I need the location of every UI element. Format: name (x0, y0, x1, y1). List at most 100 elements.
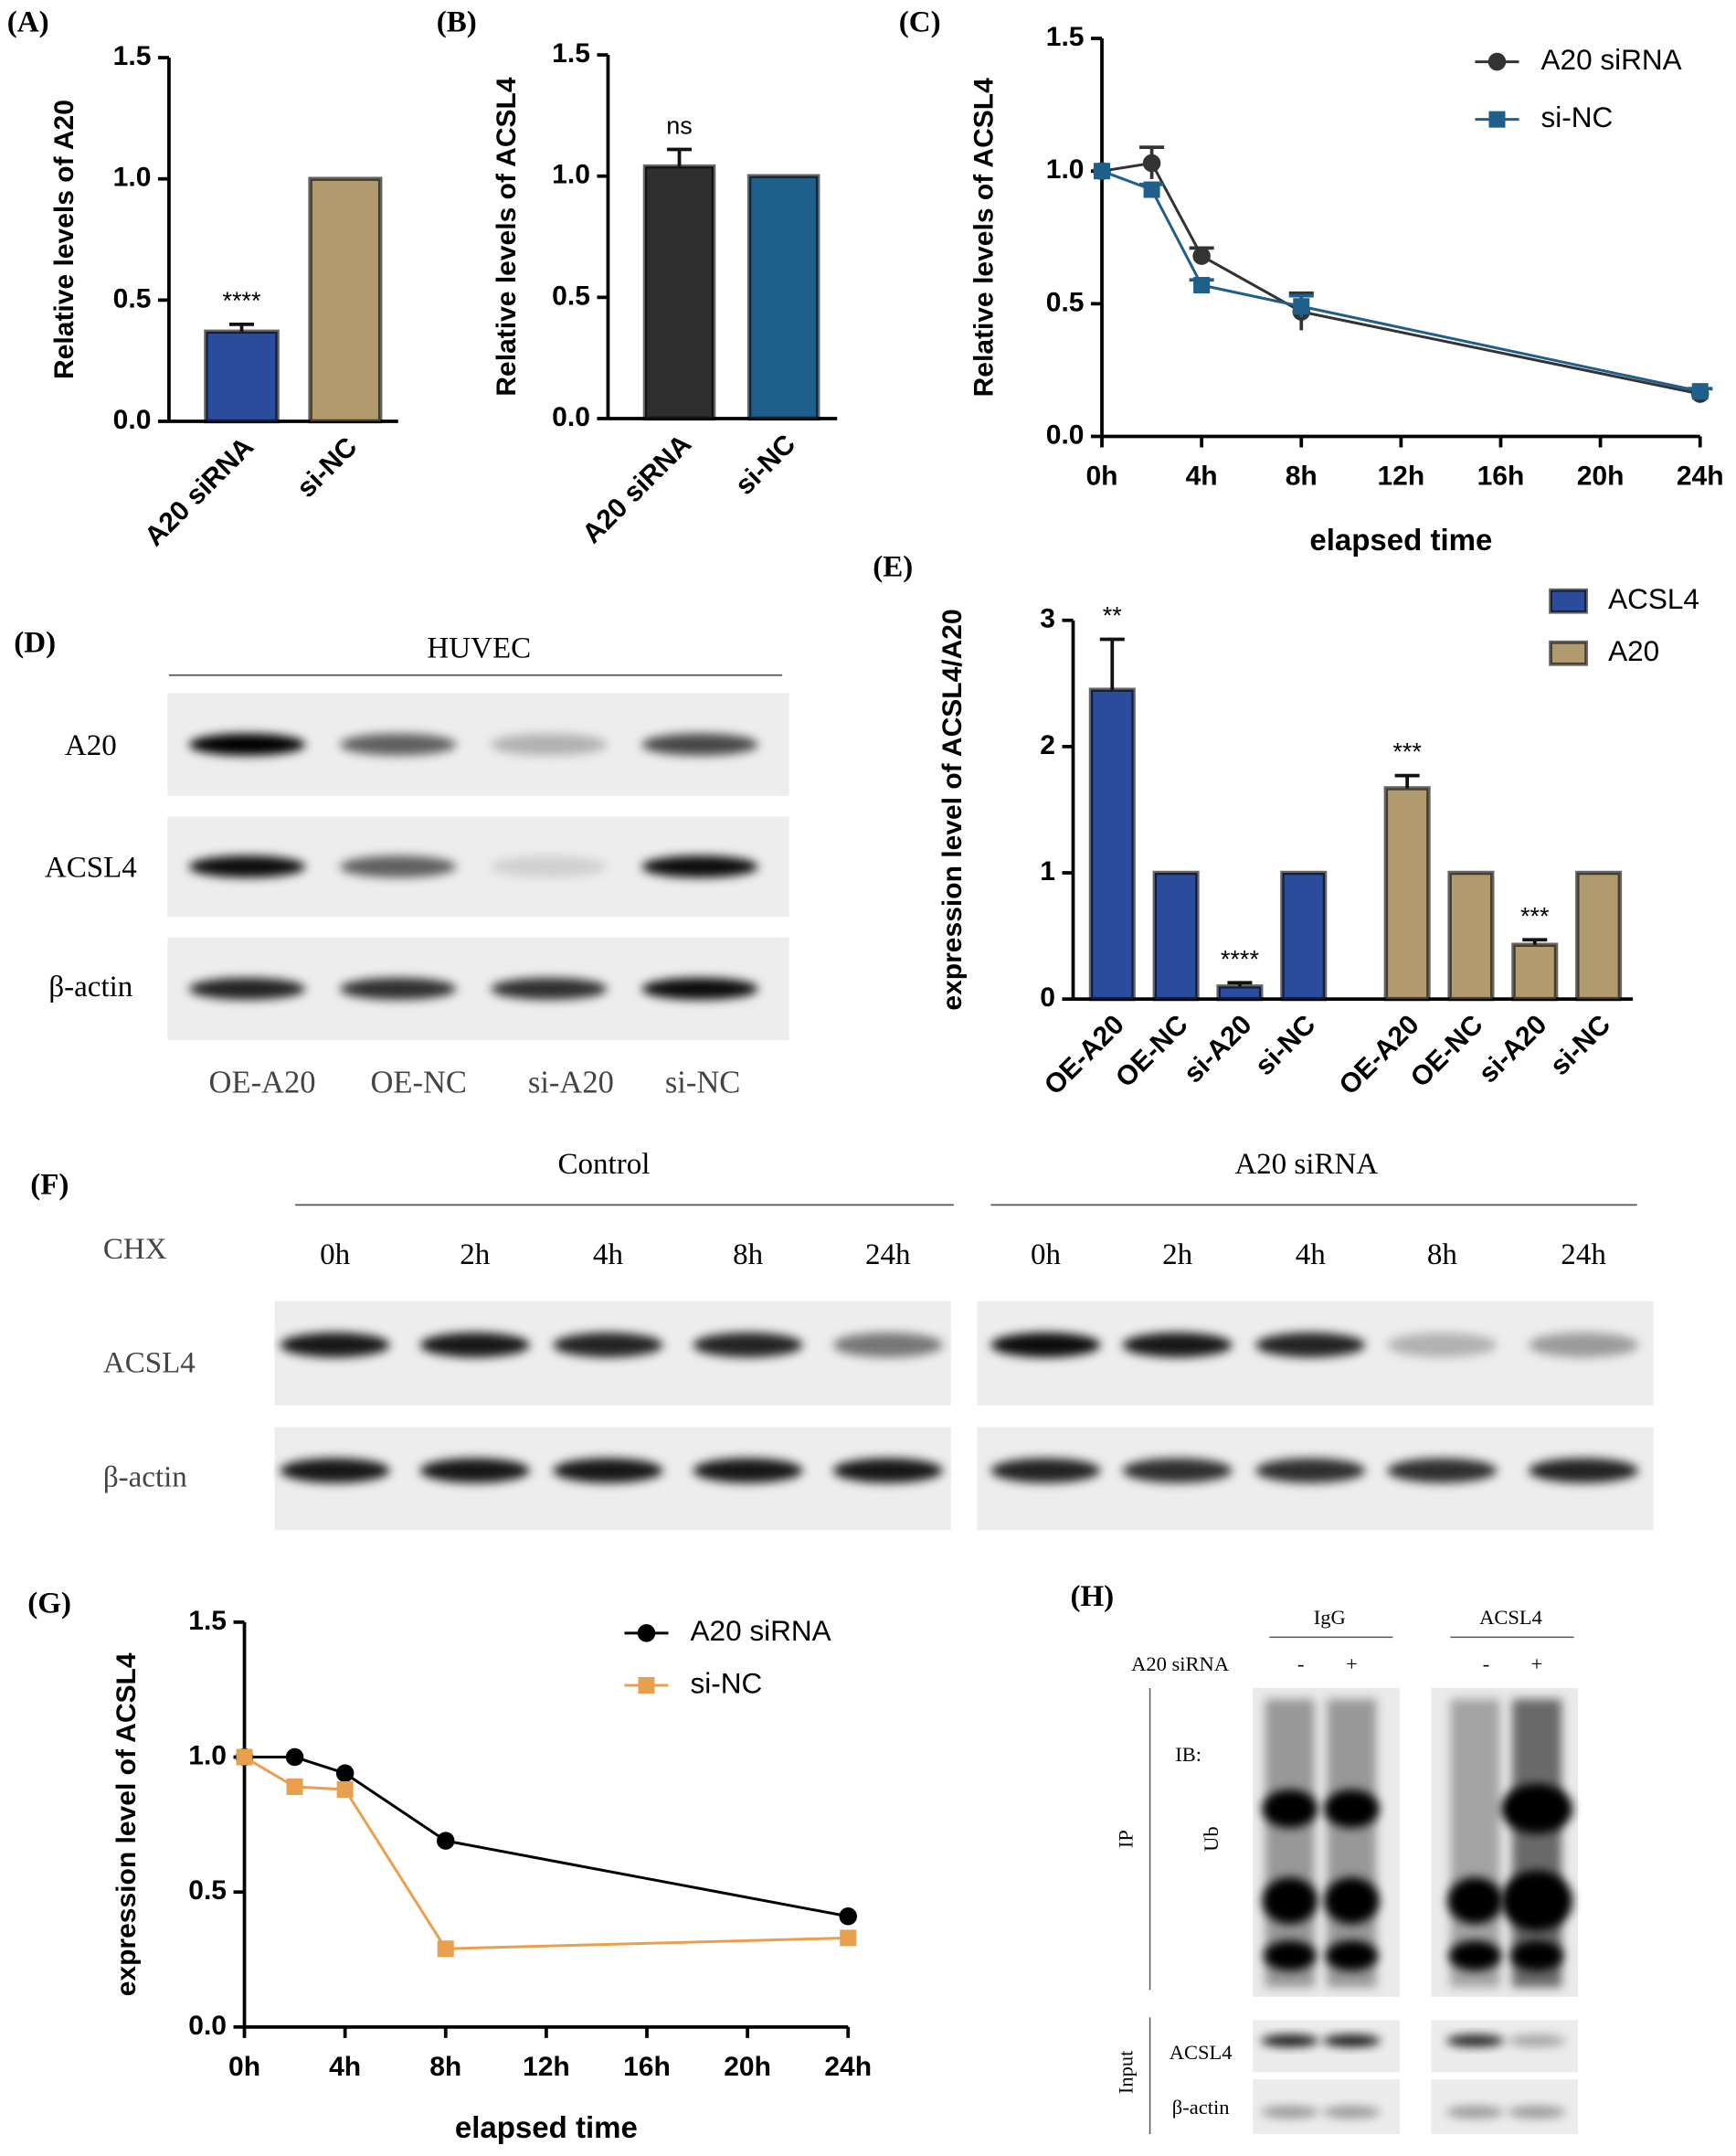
blot-band (1508, 2034, 1566, 2047)
y-tick-label: 1.5 (552, 38, 590, 69)
panel-label: (B) (437, 6, 477, 39)
blot-band (1262, 1877, 1318, 1925)
blot-smear (1327, 1698, 1377, 1988)
blot-band (832, 1333, 943, 1358)
y-tick-label: 1.0 (552, 160, 590, 190)
marker (1293, 298, 1310, 315)
y-tick-label: 1.0 (1046, 154, 1085, 185)
legend-label: A20 (1608, 634, 1659, 667)
blot-band (280, 1333, 390, 1358)
marker (335, 1764, 355, 1783)
series-line (244, 1756, 849, 1918)
bar (746, 174, 820, 421)
x-tick-label: 24h (1677, 461, 1724, 491)
blot-band (990, 1458, 1101, 1483)
significance-label: ns (666, 112, 693, 140)
row-label: ACSL4 (103, 1347, 196, 1380)
time-label: 4h (1296, 1238, 1327, 1271)
significance-label: **** (1221, 945, 1260, 972)
bar (1216, 984, 1264, 1002)
blot-band (641, 855, 758, 878)
y-tick-label: 1.0 (113, 163, 152, 193)
bar (1511, 942, 1559, 1002)
x-tick-label: 8h (1286, 461, 1318, 491)
y-tick-label: 1.5 (113, 41, 152, 71)
row-label: β-actin (1172, 2096, 1230, 2119)
bar (204, 329, 280, 424)
x-tick-label: 16h (623, 2052, 671, 2082)
legend-swatch (1549, 640, 1588, 666)
treatment-label: CHX (103, 1233, 167, 1266)
blot-band (1529, 1458, 1639, 1483)
blot-band (1324, 1790, 1380, 1829)
time-label: 8h (733, 1238, 764, 1271)
blot-band (280, 1458, 390, 1483)
marker (436, 1832, 455, 1850)
blot-band (1508, 2106, 1566, 2119)
blot-band (1122, 1333, 1233, 1358)
legend-marker (1488, 111, 1506, 128)
y-tick-label: 0.0 (1046, 420, 1085, 450)
panel-label: (D) (14, 626, 56, 659)
blot-band (491, 977, 608, 1000)
blot-band (1262, 1790, 1318, 1829)
y-tick-label: 2 (1040, 730, 1055, 760)
y-axis-label: Relative levels of A20 (49, 100, 79, 379)
x-tick-label: 12h (523, 2052, 570, 2082)
blot-band (1448, 1940, 1501, 1971)
marker (1142, 154, 1161, 173)
significance-label: *** (1392, 738, 1422, 766)
x-tick-label: si-NC (291, 431, 364, 504)
blot-band (339, 977, 457, 1000)
x-tick-label: 12h (1378, 461, 1425, 491)
panel-label: (A) (7, 6, 49, 39)
blot-band (491, 855, 608, 878)
significance-label: *** (1520, 902, 1550, 929)
bar (1447, 870, 1495, 1002)
blot-band (339, 855, 457, 878)
blot-band (1445, 2034, 1504, 2047)
x-tick-label: OE-NC (1405, 1009, 1489, 1093)
x-tick-label: 20h (1577, 461, 1625, 491)
marker (839, 1907, 857, 1926)
x-tick-label: 0h (1086, 461, 1118, 491)
blot-band (1261, 2106, 1319, 2119)
blot-band (1510, 1940, 1563, 1971)
time-label: 2h (1162, 1238, 1193, 1271)
row-label: ACSL4 (45, 852, 137, 885)
group-label: Control (557, 1148, 650, 1181)
legend-label: A20 siRNA (1541, 43, 1682, 76)
x-tick-label: 0h (228, 2052, 260, 2082)
y-tick-label: 0.5 (188, 1875, 227, 1906)
blot-band (1500, 1783, 1573, 1834)
x-tick-label: 20h (724, 2052, 771, 2082)
y-tick-label: 0 (1040, 982, 1055, 1013)
time-label: 8h (1427, 1238, 1458, 1271)
x-tick-label: si-NC (1250, 1009, 1322, 1081)
marker (336, 1780, 354, 1798)
marker (1691, 383, 1709, 400)
sign-label: + (1346, 1652, 1358, 1675)
blot-band (693, 1458, 803, 1483)
panel-label: (F) (30, 1168, 69, 1201)
marker (236, 1748, 253, 1766)
panel-label: (C) (899, 6, 941, 39)
blot-band (1387, 1333, 1498, 1358)
significance-label: ** (1103, 602, 1123, 630)
blot-band (1445, 2106, 1504, 2119)
blot-band (1261, 2034, 1319, 2047)
x-tick-label: OE-NC (1110, 1009, 1194, 1093)
time-label: 4h (593, 1238, 624, 1271)
blot-smear (1450, 1698, 1500, 1988)
marker (1143, 181, 1160, 198)
group-label: IgG (1314, 1606, 1346, 1629)
marker (1192, 247, 1211, 265)
x-tick-label: OE-A20 (1334, 1009, 1425, 1100)
x-tick-label: si-NC (729, 429, 801, 501)
x-tick-label: si-A20 (1178, 1009, 1257, 1089)
legend-label: si-NC (691, 1666, 763, 1699)
time-label: 24h (865, 1238, 911, 1271)
blot-background (1431, 2078, 1579, 2134)
lane-label: OE-A20 (209, 1066, 316, 1100)
series-line (243, 1756, 849, 1950)
